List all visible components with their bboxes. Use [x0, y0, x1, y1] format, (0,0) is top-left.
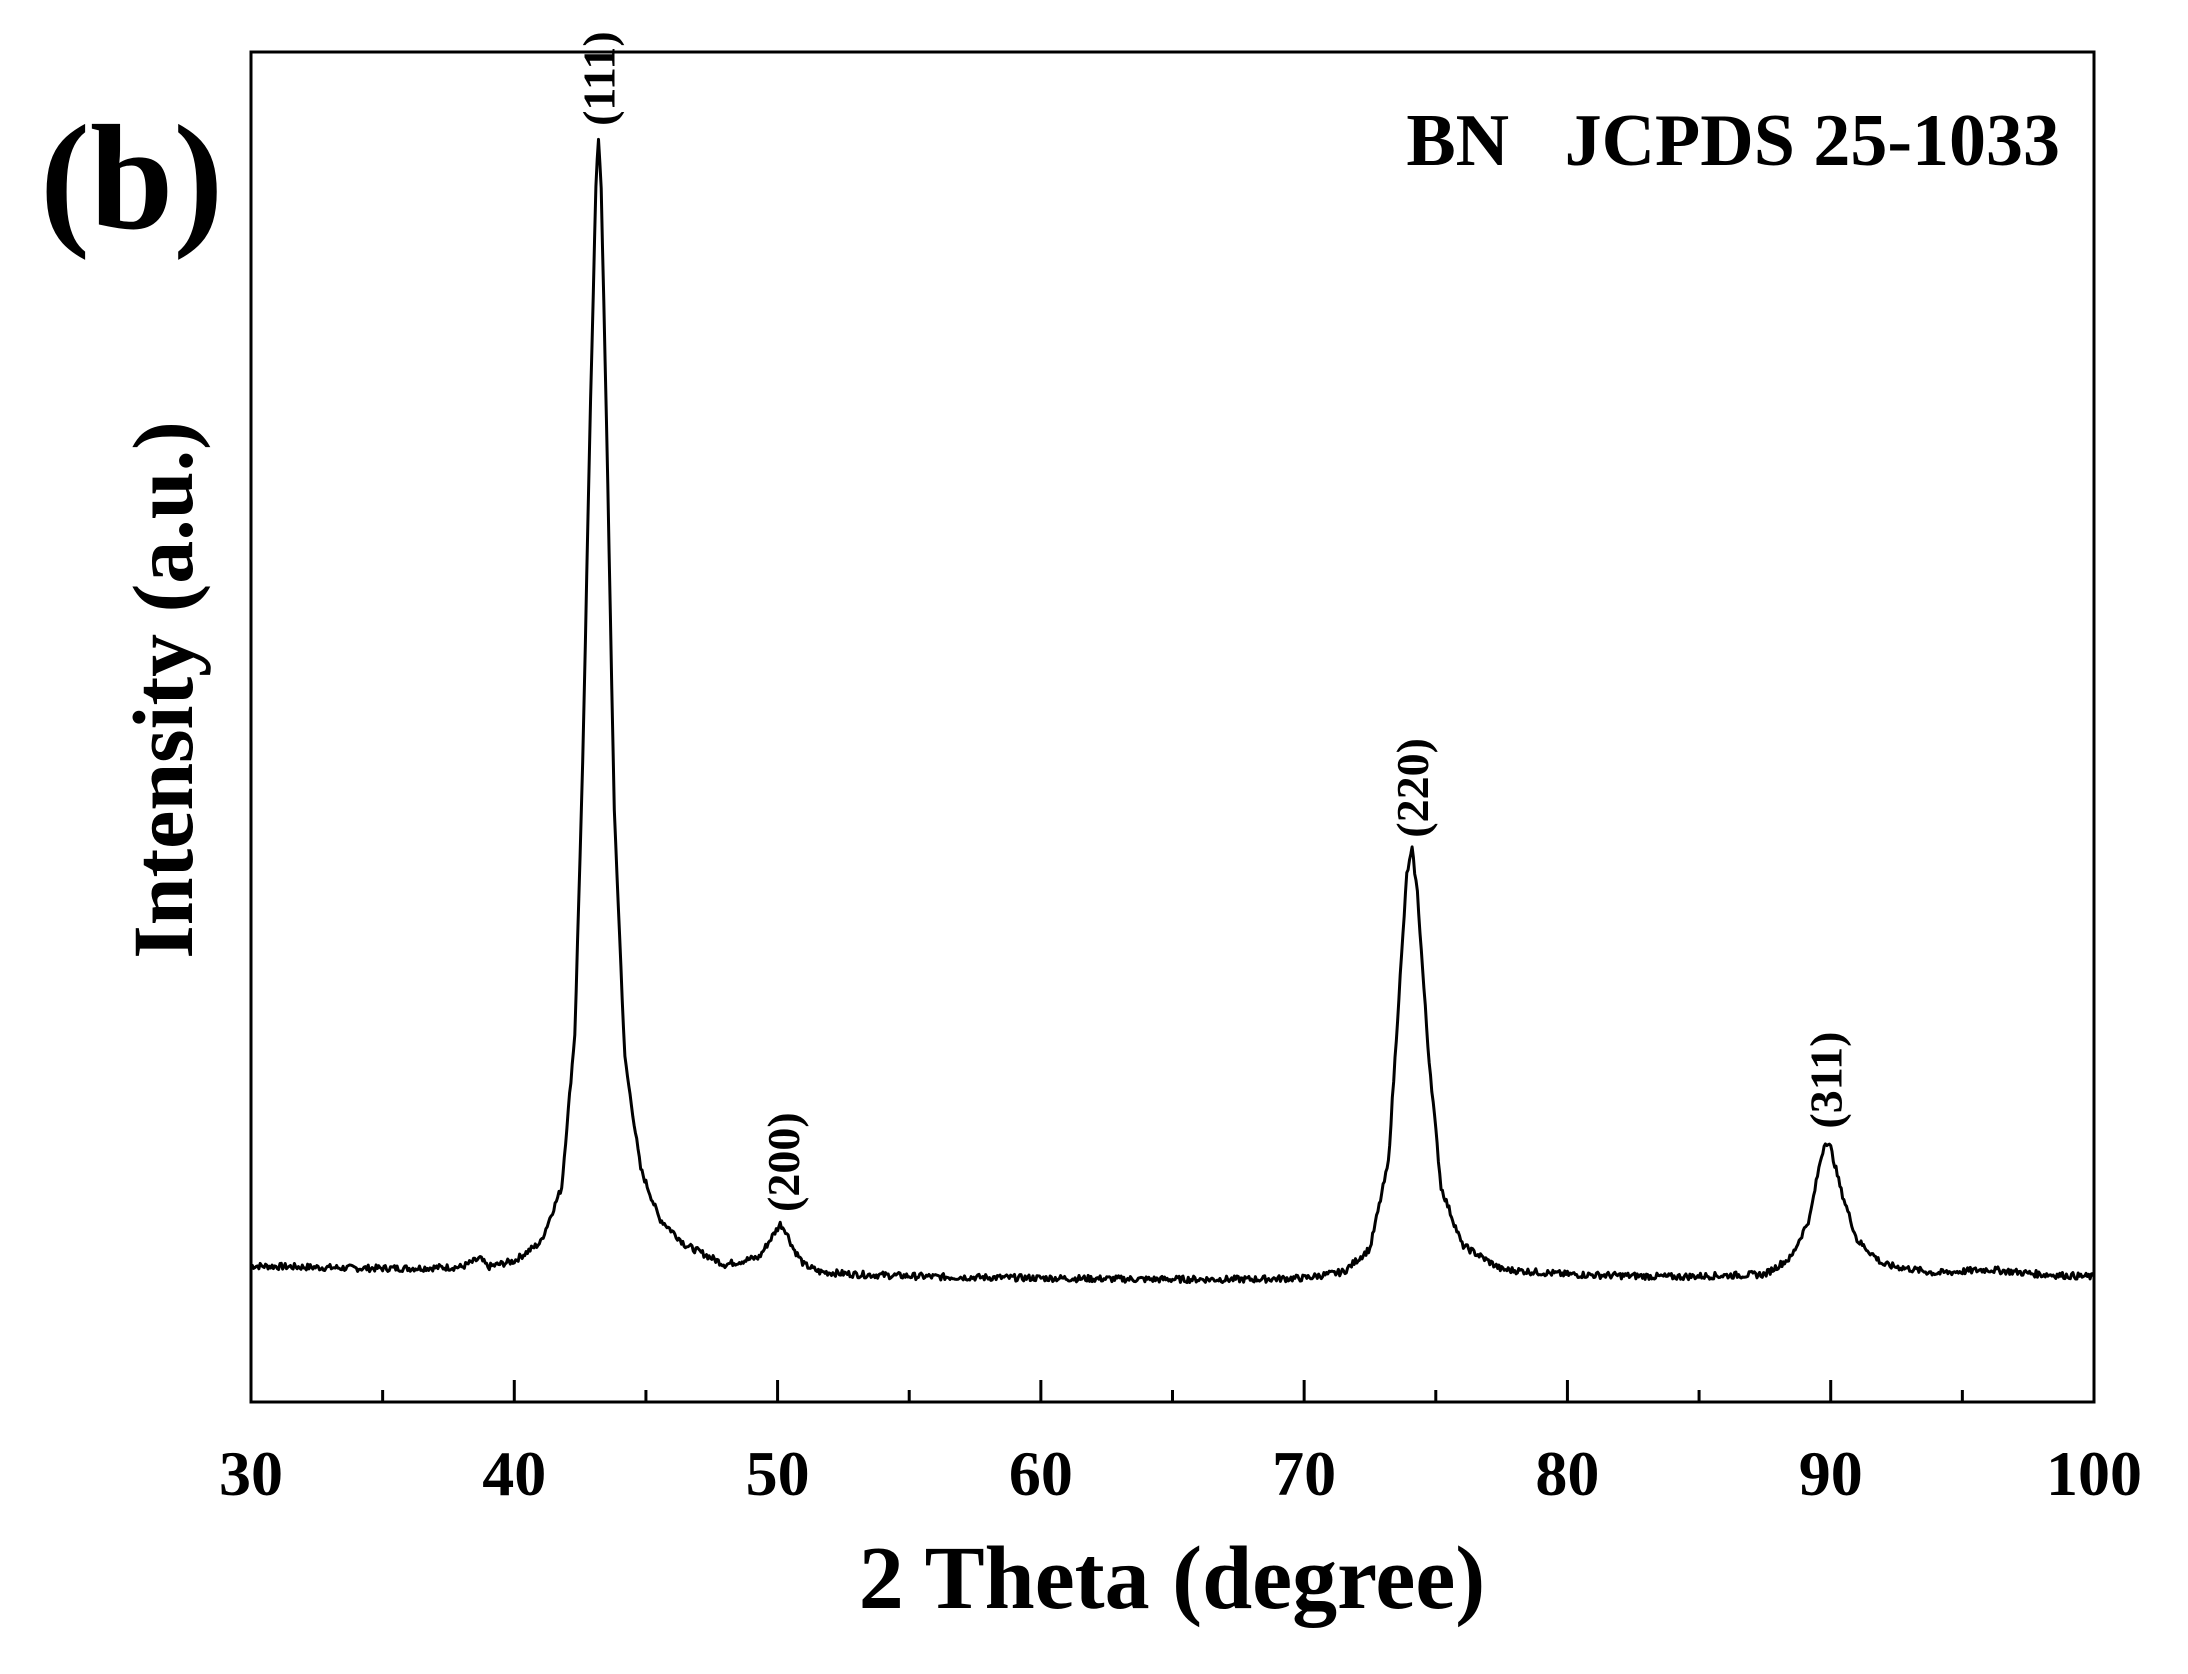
- peak-labels: (111) (200) (220) (311): [574, 31, 1852, 1212]
- peak-label-200: (200): [758, 1112, 809, 1212]
- x-tick-label-70: 70: [1272, 1438, 1336, 1509]
- y-axis-label: Intensity (a.u.): [115, 421, 211, 959]
- x-tick-label-90: 90: [1799, 1438, 1863, 1509]
- series-line: [250, 137, 2096, 1284]
- peak-label-220: (220): [1387, 738, 1438, 838]
- x-tick-label-50: 50: [746, 1438, 810, 1509]
- plot-frame: [249, 50, 2096, 1404]
- x-axis-tick-labels: 30 40 50 60 70 80 90 100: [219, 1438, 2142, 1509]
- x-axis-ticks: [249, 1380, 2096, 1402]
- x-tick-label-80: 80: [1535, 1438, 1599, 1509]
- peak-label-111: (111): [574, 31, 625, 126]
- panel-label: (b): [40, 95, 223, 261]
- peak-label-311: (311): [1800, 1031, 1851, 1128]
- chart-annotation: BN JCPDS 25-1033: [1406, 100, 2060, 182]
- x-tick-label-40: 40: [482, 1438, 546, 1509]
- x-axis-label: 2 Theta (degree): [859, 1529, 1486, 1628]
- x-tick-label-100: 100: [2046, 1438, 2142, 1509]
- x-tick-label-30: 30: [219, 1438, 283, 1509]
- x-tick-label-60: 60: [1009, 1438, 1073, 1509]
